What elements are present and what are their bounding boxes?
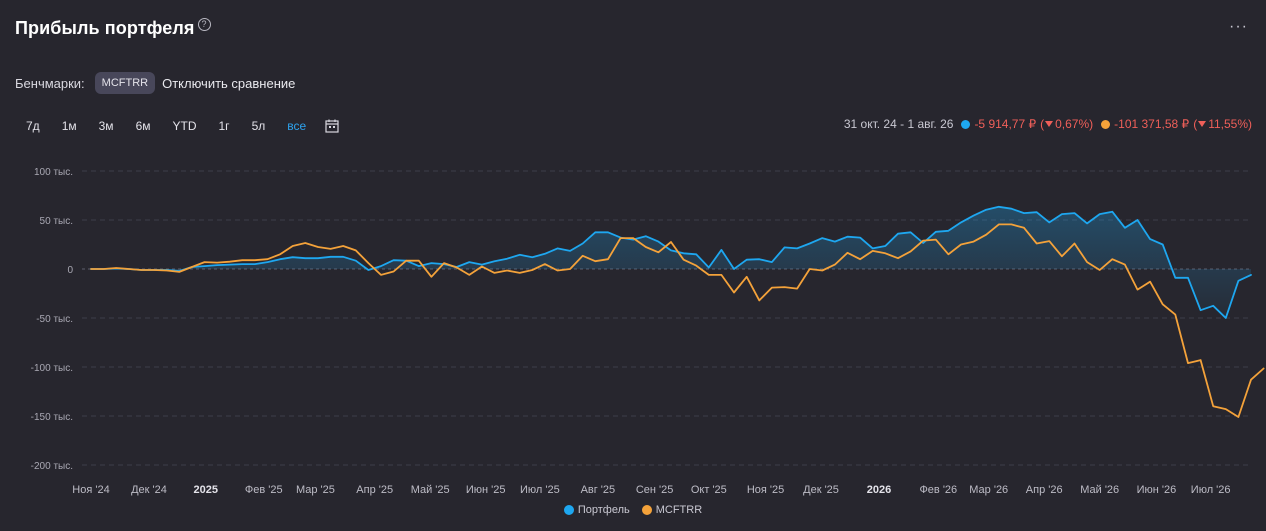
period-3m[interactable]: 3м (98, 119, 114, 133)
y-tick-label: -200 тыс. (31, 461, 73, 472)
x-tick-label: Фев '25 (245, 484, 283, 496)
y-tick-label: 50 тыс. (40, 216, 73, 227)
x-tick-label: Май '26 (1080, 484, 1119, 496)
legend-benchmark-dot-icon (641, 505, 652, 515)
portfolio-area (91, 206, 1251, 318)
benchmark-change-value: -101 371,58 ₽ (1114, 117, 1190, 131)
x-tick-label: Мар '25 (296, 484, 335, 496)
period-1m[interactable]: 1м (61, 119, 77, 133)
date-range: 31 окт. 24 - 1 авг. 26 (843, 117, 954, 131)
benchmark-change-pct: 11,55%) (1208, 117, 1252, 131)
x-tick-label: Ноя '24 (72, 484, 109, 496)
legend-portfolio-label: Портфель (577, 504, 630, 516)
x-tick-label: Апр '25 (356, 484, 393, 496)
period-5y[interactable]: 5л (251, 119, 266, 133)
period-all[interactable]: все (287, 119, 307, 133)
x-tick-label: 2025 (193, 484, 217, 496)
x-tick-label: Ноя '25 (747, 484, 784, 496)
x-tick-label: Июл '26 (1191, 484, 1231, 496)
legend-item-benchmark[interactable]: MCFTRR (641, 504, 703, 516)
x-tick-label: Мар '26 (969, 484, 1008, 496)
x-tick-label: Июн '26 (1137, 484, 1177, 496)
x-tick-label: Фев '26 (919, 484, 957, 496)
calendar-icon[interactable] (325, 119, 339, 133)
y-tick-label: 0 (67, 265, 73, 276)
x-tick-label: Дек '25 (803, 484, 839, 496)
period-1y[interactable]: 1г (218, 119, 230, 133)
legend-portfolio-dot-icon (563, 505, 574, 515)
help-icon[interactable]: ? (197, 18, 211, 31)
down-triangle-icon (1045, 121, 1054, 127)
period-6m[interactable]: 6м (135, 119, 151, 133)
portfolio-change-paren: ( (1040, 117, 1045, 131)
benchmarks-label: Бенчмарки: (15, 75, 85, 91)
x-tick-label: Май '25 (411, 484, 450, 496)
more-menu-icon[interactable]: ··· (1229, 18, 1248, 35)
benchmarks-row: Бенчмарки: MCFTRR Отключить сравнение (15, 72, 295, 94)
x-tick-label: Дек '24 (131, 484, 167, 496)
y-tick-label: 100 тыс. (34, 167, 73, 178)
disable-comparison-button[interactable]: Отключить сравнение (162, 75, 296, 91)
portfolio-change-value: -5 914,77 ₽ (974, 117, 1037, 131)
period-ytd[interactable]: YTD (172, 119, 197, 133)
period-selector: 7д 1м 3м 6м YTD 1г 5л все (15, 115, 339, 137)
benchmark-change-paren: ( (1193, 117, 1198, 131)
page-title: Прибыль портфеля (15, 18, 195, 38)
y-tick-label: -150 тыс. (31, 412, 73, 423)
portfolio-change-pct: 0,67%) (1055, 117, 1094, 131)
series-line-portfolio (90, 205, 1252, 319)
x-tick-label: 2026 (867, 484, 891, 496)
down-triangle-icon (1198, 121, 1207, 127)
x-tick-label: Сен '25 (636, 484, 674, 496)
y-tick-label: -100 тыс. (31, 363, 73, 374)
x-tick-label: Июн '25 (466, 484, 506, 496)
period-7d[interactable]: 7д (26, 119, 40, 133)
benchmark-dot-icon (1101, 119, 1111, 129)
period-summary: 31 окт. 24 - 1 авг. 26 -5 914,77 ₽ ( 0,6… (844, 117, 1252, 131)
profit-chart[interactable]: 100 тыс. 50 тыс. 0 -50 тыс. -100 тыс. -150 ты… (0, 150, 1266, 500)
legend-benchmark-label: MCFTRR (655, 504, 703, 516)
x-tick-label: Апр '26 (1026, 484, 1063, 496)
legend-item-portfolio[interactable]: Портфель (563, 504, 630, 516)
portfolio-dot-icon (961, 119, 971, 129)
x-tick-label: Авг '25 (581, 484, 616, 496)
series-line-mcftrr (90, 223, 1265, 418)
x-tick-label: Июл '25 (520, 484, 560, 496)
y-tick-label: -50 тыс. (36, 314, 73, 325)
benchmark-chip[interactable]: MCFTRR (94, 72, 156, 94)
x-tick-label: Окт '25 (691, 484, 727, 496)
chart-legend: Портфель MCFTRR (0, 504, 1266, 516)
title-row: Прибыль портфеля ? (15, 18, 211, 39)
